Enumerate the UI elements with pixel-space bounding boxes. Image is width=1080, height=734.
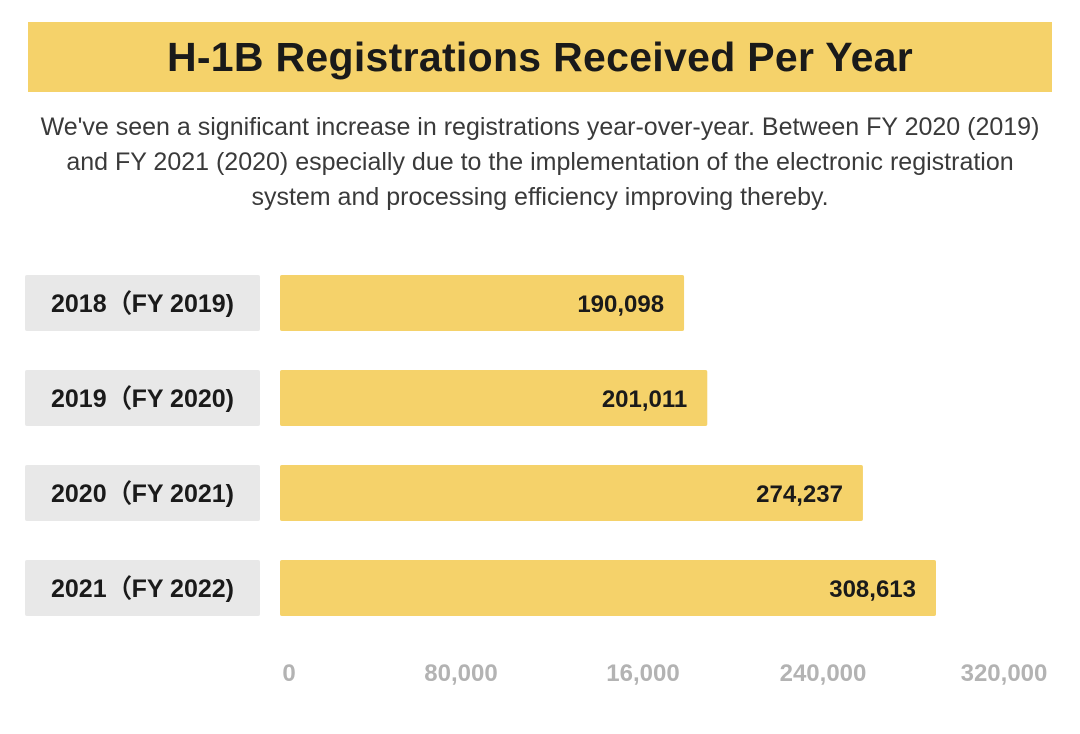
bar [280, 275, 685, 331]
category-label: 2018（FY 2019) [51, 289, 234, 318]
category-label-box [25, 465, 260, 521]
bar [280, 465, 863, 521]
title-banner: H-1B Registrations Received Per Year [28, 22, 1052, 92]
category-label: 2019（FY 2020) [51, 384, 234, 413]
chart-title: H-1B Registrations Received Per Year [166, 33, 914, 80]
category-label: 2021（FY 2022) [51, 574, 234, 603]
category-label-box [25, 370, 260, 426]
bar [280, 370, 708, 426]
category-label-box [25, 275, 260, 331]
value-label: 201,011 [602, 386, 687, 413]
value-label: 274,237 [756, 481, 843, 508]
value-label: 190,098 [577, 291, 664, 318]
x-tick-label: 320,000 [961, 660, 1048, 687]
value-label: 308,613 [829, 576, 916, 603]
bar [280, 560, 936, 616]
x-tick-label: 0 [282, 660, 295, 687]
category-label: 2020（FY 2021) [51, 479, 234, 508]
chart-subtitle: We've seen a significant increase in reg… [40, 113, 1040, 211]
category-label-box [25, 560, 260, 616]
x-tick-label: 240,000 [780, 660, 867, 687]
x-tick-label: 80,000 [424, 660, 497, 687]
x-tick-label: 16,000 [606, 660, 679, 687]
